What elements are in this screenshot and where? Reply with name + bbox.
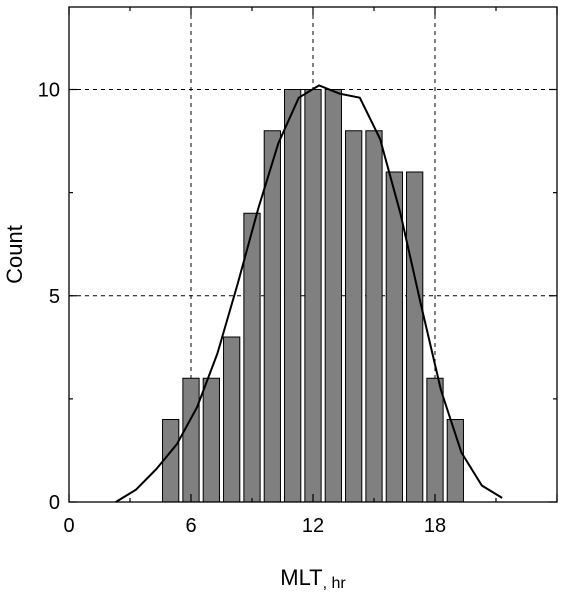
x-axis-label-main: MLT xyxy=(280,565,322,590)
x-tick-label-6: 6 xyxy=(185,515,196,537)
bar-11 xyxy=(284,89,302,503)
bar-17 xyxy=(406,171,424,503)
bar-18 xyxy=(426,377,444,503)
x-tick-label-12: 12 xyxy=(302,515,324,537)
y-tick-label-0: 0 xyxy=(49,492,60,514)
y-axis-label: Count xyxy=(2,225,27,284)
bar-6 xyxy=(182,377,200,503)
axis-ticks: 0 6 12 18 0 5 10 xyxy=(38,7,558,537)
y-tick-label-5: 5 xyxy=(49,286,60,308)
bar-8 xyxy=(223,336,241,503)
y-tick-label-10: 10 xyxy=(38,80,60,102)
x-tick-label-0: 0 xyxy=(63,515,74,537)
x-axis-label: MLT, hr xyxy=(280,565,346,592)
fit-curve-line xyxy=(115,84,503,503)
bar-10 xyxy=(263,130,281,503)
x-axis-label-unit: , hr xyxy=(323,575,347,592)
bar-15 xyxy=(365,130,383,503)
bar-14 xyxy=(345,130,363,503)
bar-9 xyxy=(243,212,261,503)
bar-16 xyxy=(385,171,403,503)
x-tick-label-18: 18 xyxy=(424,515,446,537)
bar-12 xyxy=(304,89,322,503)
bar-13 xyxy=(324,89,342,503)
bar-7 xyxy=(202,377,220,503)
bar-5 xyxy=(162,419,180,503)
fit-curve xyxy=(115,84,503,503)
